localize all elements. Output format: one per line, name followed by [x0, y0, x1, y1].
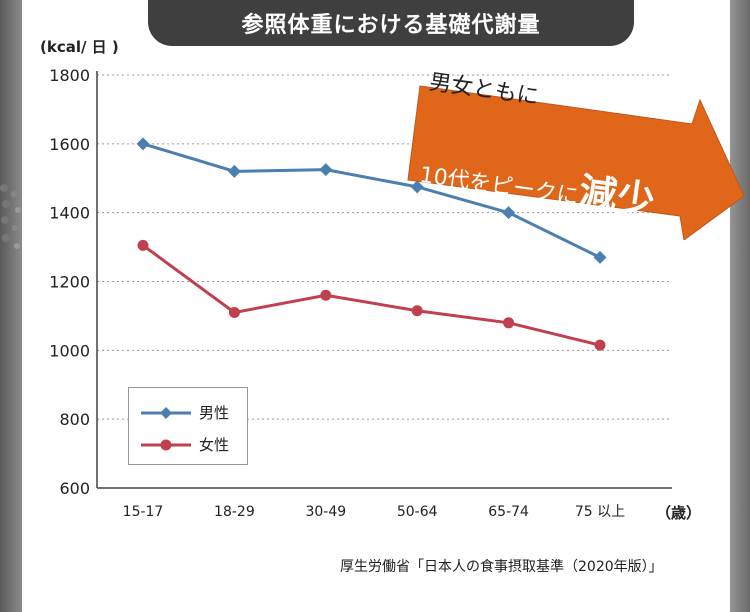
callout-arrow — [407, 85, 744, 240]
x-tick-label: 30-49 — [305, 504, 346, 520]
data-point-male — [136, 137, 150, 151]
decorative-dots — [0, 184, 21, 249]
y-tick-labels: 600 800 1000 1200 1400 1600 1800 — [49, 66, 90, 498]
legend-item-female: 女性 — [141, 434, 229, 455]
x-tick-label: 50-64 — [397, 504, 438, 520]
y-tick-label: 800 — [59, 410, 90, 429]
data-point-female — [594, 339, 606, 351]
x-tick-labels: 15-17 18-29 30-49 50-64 65-74 75 以上 — [123, 504, 625, 520]
source-citation: 厚生労働省「日本人の食事摂取基準（2020年版）」 — [340, 559, 663, 575]
chart-card — [22, 0, 730, 612]
y-tick-label: 600 — [59, 479, 90, 498]
data-point-female — [228, 306, 240, 318]
x-tick-label: 65-74 — [488, 504, 529, 520]
data-point-male — [227, 164, 241, 178]
y-axis-unit-label: (kcal/ 日 ) — [40, 38, 119, 56]
x-tick-label: 75 以上 — [575, 504, 625, 520]
data-point-male — [319, 163, 333, 177]
y-tick-label: 1000 — [49, 341, 90, 360]
chart-series — [136, 137, 607, 351]
chart-legend: 男性 女性 — [128, 387, 248, 465]
legend-item-male: 男性 — [141, 402, 229, 423]
y-tick-label: 1800 — [49, 66, 90, 85]
data-point-female — [411, 305, 423, 317]
chart-title: 参照体重における基礎代謝量 — [148, 0, 634, 46]
data-point-female — [503, 317, 515, 329]
data-point-male — [593, 250, 607, 264]
data-point-female — [137, 239, 149, 251]
x-tick-label: 15-17 — [123, 504, 164, 520]
x-axis-unit-label: （歳） — [656, 504, 702, 522]
legend-female-marker-icon — [141, 439, 191, 450]
series-line-female — [142, 244, 601, 347]
y-tick-label: 1200 — [49, 273, 90, 292]
legend-male-marker-icon — [141, 406, 191, 419]
data-point-male — [502, 206, 516, 220]
legend-label-male: 男性 — [199, 404, 230, 422]
data-point-male — [410, 180, 424, 194]
y-tick-label: 1600 — [49, 135, 90, 154]
legend-label-female: 女性 — [199, 436, 230, 454]
x-tick-label: 18-29 — [214, 504, 255, 520]
chart-axes — [96, 71, 672, 489]
callout-line2-big: 減少 — [576, 169, 658, 224]
series-line-male — [142, 142, 601, 259]
data-point-female — [320, 289, 332, 301]
y-tick-label: 1400 — [49, 204, 90, 223]
